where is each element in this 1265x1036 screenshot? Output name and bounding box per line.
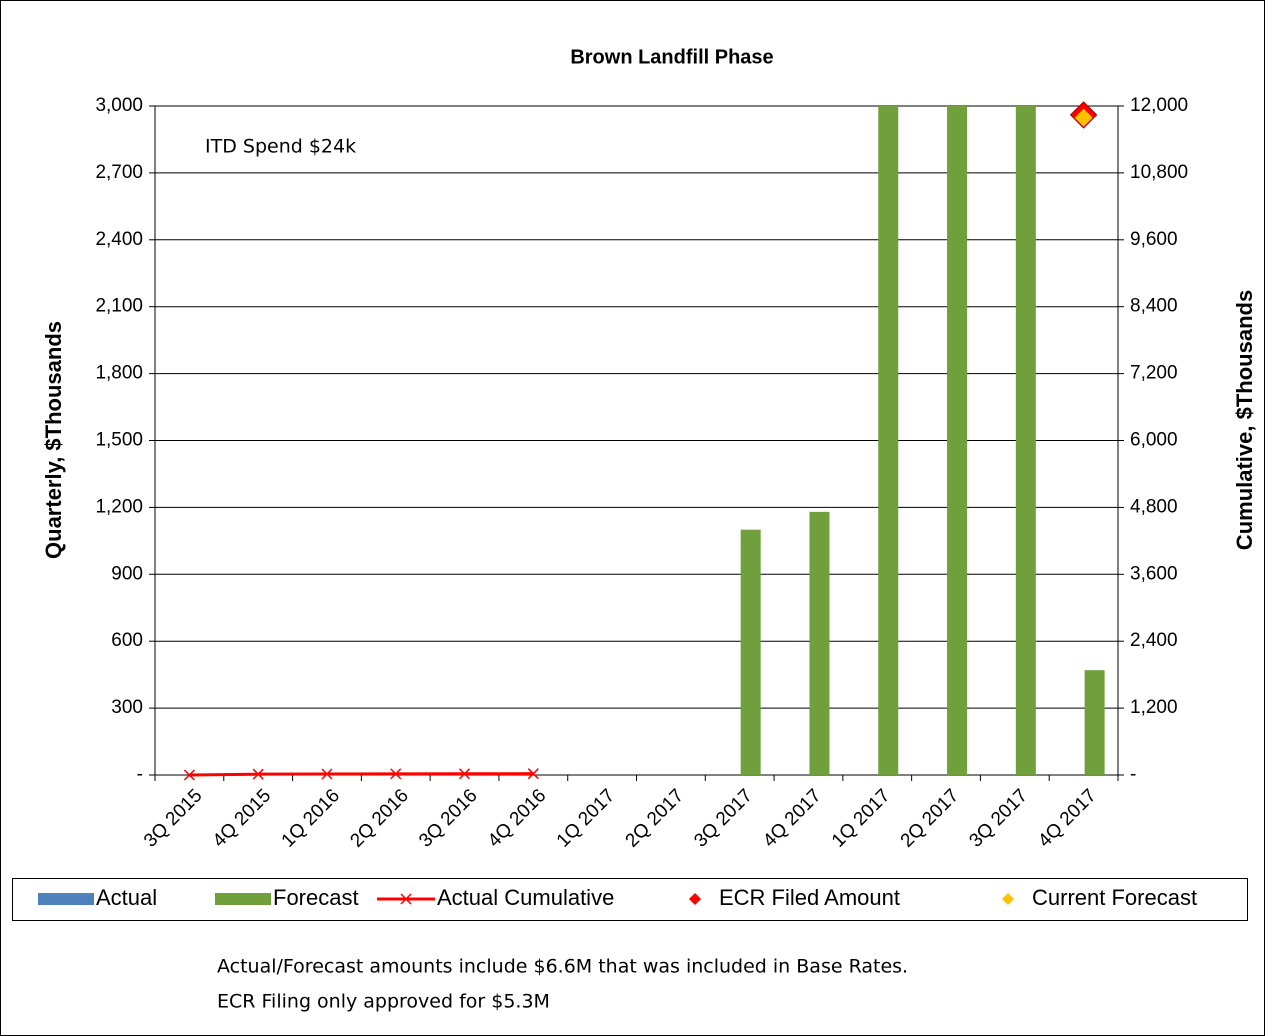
line-marker — [321, 768, 333, 780]
footnote: Actual/Forecast amounts include $6.6M th… — [217, 956, 908, 978]
y2-axis-label: Cumulative, $Thousands — [1232, 290, 1257, 550]
legend-label: Actual — [96, 885, 157, 910]
y-tick-label: 1,200 — [95, 496, 143, 517]
y2-tick-label: 12,000 — [1130, 95, 1188, 116]
bar — [1015, 106, 1036, 775]
bar — [740, 529, 761, 775]
legend-swatch — [689, 893, 701, 905]
legend-label: Current Forecast — [1032, 885, 1197, 910]
annotation: ITD Spend $24k — [205, 136, 356, 158]
y2-tick-label: 7,200 — [1130, 363, 1178, 384]
y-axis-label: Quarterly, $Thousands — [41, 321, 66, 559]
y2-tick-label: 1,200 — [1130, 697, 1178, 718]
scatter-marker — [1074, 108, 1093, 127]
legend-swatch — [400, 893, 412, 905]
y-tick-label: 900 — [111, 563, 143, 584]
legend-box — [12, 878, 1248, 921]
legend-label: Forecast — [273, 885, 359, 910]
legend-label: ECR Filed Amount — [719, 885, 900, 910]
y2-tick-label: 8,400 — [1130, 296, 1178, 317]
y-tick-label: 2,100 — [95, 296, 143, 317]
y-tick-label: 3,000 — [95, 95, 143, 116]
legend-swatch — [215, 893, 271, 905]
chart-title: Brown Landfill Phase — [570, 46, 773, 68]
y-tick-label: 600 — [111, 630, 143, 651]
y2-tick-label: 6,000 — [1130, 430, 1178, 451]
y2-tick-label: 9,600 — [1130, 229, 1178, 250]
y-tick-label: 2,700 — [95, 162, 143, 183]
y2-tick-label: 4,800 — [1130, 496, 1178, 517]
y2-tick-label: 10,800 — [1130, 162, 1188, 183]
y-tick-label: 2,400 — [95, 229, 143, 250]
bar — [1084, 670, 1105, 775]
y2-tick-label: 3,600 — [1130, 563, 1178, 584]
legend-swatch — [1002, 893, 1014, 905]
line-marker — [183, 769, 195, 781]
legend-label: Actual Cumulative — [437, 885, 614, 910]
bar — [809, 511, 830, 775]
line-marker — [252, 768, 264, 780]
line — [189, 772, 534, 777]
bar — [947, 106, 968, 775]
y-tick-label: - — [137, 764, 143, 785]
y-tick-label: 1,500 — [95, 430, 143, 451]
y2-tick-label: - — [1130, 764, 1136, 785]
y-tick-label: 1,800 — [95, 363, 143, 384]
legend-swatch — [38, 893, 94, 905]
line-marker — [390, 768, 402, 780]
footnote: ECR Filing only approved for $5.3M — [217, 991, 550, 1013]
bar — [878, 106, 899, 775]
y2-tick-label: 2,400 — [1130, 630, 1178, 651]
y-tick-label: 300 — [111, 697, 143, 718]
line-marker — [459, 768, 471, 780]
line-marker — [527, 768, 539, 780]
